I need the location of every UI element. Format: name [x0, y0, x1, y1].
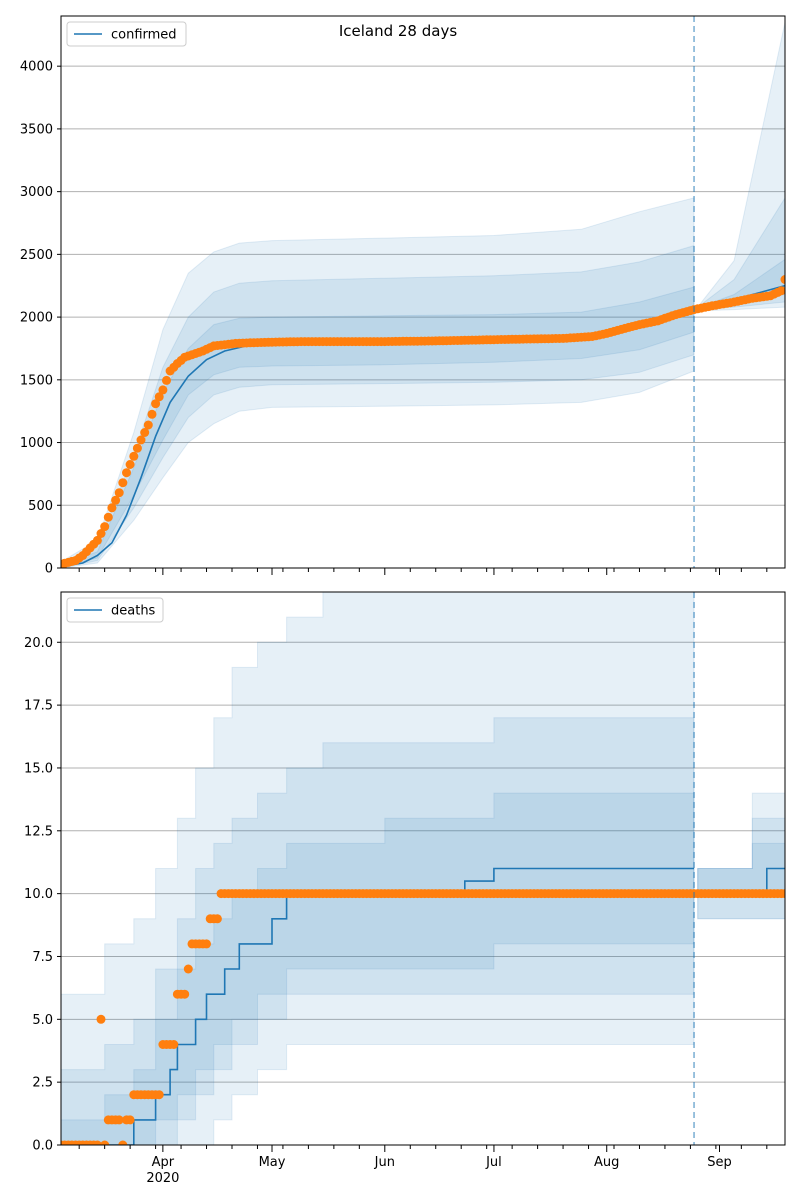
observed-point	[202, 939, 211, 949]
x-tick-label: Jul	[485, 1155, 502, 1170]
observed-point	[118, 478, 128, 488]
observed-point	[136, 435, 146, 445]
y-tick-label: 7.5	[32, 950, 53, 965]
confidence-band	[697, 768, 785, 920]
y-tick-label: 0.0	[32, 1139, 53, 1154]
observed-point	[100, 1140, 110, 1145]
observed-point	[92, 535, 102, 545]
y-tick-label: 2000	[20, 311, 53, 326]
observed-point	[151, 399, 161, 409]
observed-point	[212, 914, 222, 924]
observed-point	[132, 443, 142, 453]
legend-label: confirmed	[111, 28, 177, 43]
confidence-band	[61, 244, 695, 568]
observed-point	[780, 889, 785, 899]
confidence-band	[61, 717, 695, 1145]
plot-frame	[60, 15, 786, 569]
confirmed-panel: 0 500 1000 1500 2000 2500 3000 3500 4000 confirme…	[20, 15, 786, 577]
y-tick-label: 3500	[20, 122, 53, 137]
x-year-label: 2020	[146, 1171, 179, 1186]
legend-box	[66, 21, 187, 47]
y-tick-label: 0	[45, 562, 53, 577]
x-tick-label: Sep	[707, 1155, 732, 1170]
observed-point	[103, 512, 113, 522]
observed-point	[183, 964, 193, 974]
x-tick-label: Jun	[374, 1155, 395, 1170]
observed-point	[100, 522, 110, 532]
observed-point	[776, 286, 785, 296]
legend: deaths	[66, 597, 164, 623]
y-tick-label: 1500	[20, 373, 53, 388]
y-tick-label: 2.5	[32, 1076, 53, 1091]
observed-point	[154, 392, 164, 402]
observed-point	[180, 989, 190, 999]
y-tick-label: 1000	[20, 436, 53, 451]
observed-point	[129, 451, 139, 461]
confidence-band	[61, 286, 695, 568]
x-tick-label: May	[259, 1155, 286, 1170]
y-tick-label: 20.0	[24, 636, 53, 651]
plot-frame	[60, 591, 786, 1146]
deaths-panel: 0.0 2.5 5.0 7.5 10.0 12.5 15.0 17.5 20.0 Apr May Ju…	[24, 591, 786, 1186]
observed-point	[143, 420, 153, 430]
y-tick-label: 17.5	[24, 699, 53, 714]
y-tick-label: 3000	[20, 185, 53, 200]
observed-point	[111, 495, 121, 505]
legend: confirmed	[66, 21, 187, 47]
observed-point	[780, 275, 785, 284]
y-tick-label: 500	[28, 499, 53, 514]
observed-point	[114, 488, 124, 498]
observed-point	[92, 1140, 102, 1145]
observed-point	[140, 428, 150, 437]
confidence-band	[61, 792, 695, 1145]
confidence-band	[61, 592, 695, 1145]
y-tick-label: 5.0	[32, 1013, 53, 1028]
x-tick-label: Aug	[594, 1155, 619, 1170]
observed-point	[147, 409, 157, 419]
observed-point	[107, 503, 117, 513]
observed-point	[154, 1090, 164, 1100]
observed-point	[158, 385, 168, 395]
y-tick-label: 15.0	[24, 761, 53, 776]
observed-point	[118, 1140, 128, 1145]
observed-point	[169, 1040, 179, 1049]
y-tick-label: 12.5	[24, 824, 53, 839]
observed-point	[125, 1115, 135, 1125]
observed-point	[114, 1115, 124, 1125]
observed-point	[96, 1014, 106, 1024]
y-tick-label: 2500	[20, 248, 53, 263]
observed-point	[122, 468, 131, 478]
y-tick-label: 4000	[20, 60, 53, 75]
observed-point	[162, 375, 171, 385]
chart-title: Iceland 28 days	[339, 22, 458, 40]
x-tick-label: Apr	[152, 1155, 175, 1170]
legend-box	[66, 597, 164, 623]
y-tick-label: 10.0	[24, 887, 53, 902]
observed-point	[125, 460, 135, 469]
confidence-band	[697, 717, 785, 920]
legend-label: deaths	[111, 604, 156, 619]
observed-point	[96, 529, 106, 538]
plot-area	[61, 592, 785, 1145]
